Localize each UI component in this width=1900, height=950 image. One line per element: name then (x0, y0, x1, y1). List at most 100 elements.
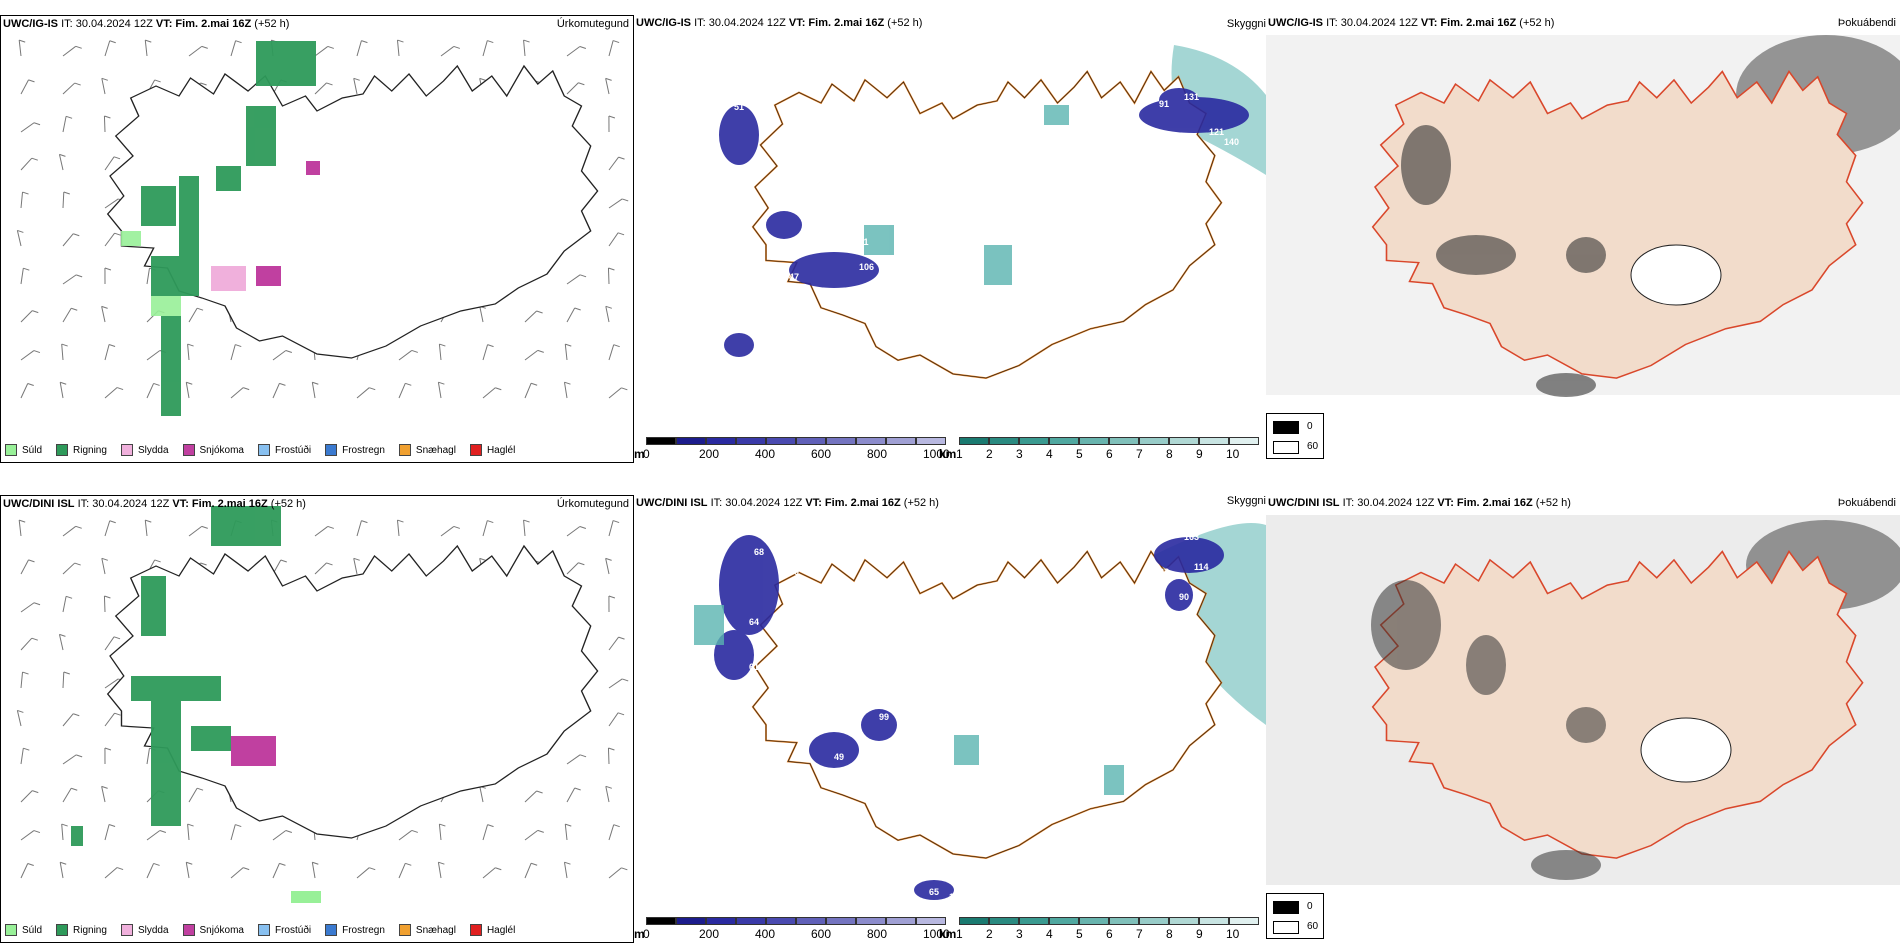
panel-title-fog-1: UWC/IG-IS IT: 30.04.2024 12Z VT: Fim. 2.… (1268, 17, 1555, 29)
fog-map-2 (1266, 515, 1900, 885)
legend-label: Snæhagl (415, 444, 456, 456)
colorbar-segment (1019, 437, 1049, 445)
cloud-base-label: 90 (1179, 592, 1189, 602)
colorbar-tick-label: 9 (1196, 927, 1203, 941)
colorbar-segment (1139, 917, 1169, 925)
legend-swatch (257, 444, 270, 456)
legend-swatch (257, 924, 270, 936)
cloud-base-label: 140 (1224, 137, 1239, 147)
cloud-base-label: 11 (749, 172, 759, 182)
legend-swatch (325, 924, 338, 936)
cloud-base-label: 22 (909, 222, 919, 232)
cloud-base-label: 69 (749, 317, 759, 327)
product-name-precip-1: Úrkomutegund (556, 18, 629, 30)
legend-label: Snæhagl (415, 924, 456, 936)
visibility-colorbar-1: km 1 2 3 4 5 6 7 8 9 10 (939, 437, 1259, 463)
cloud-base-label: 51 (734, 102, 744, 112)
colorbar-tick-label: 8 (1166, 927, 1173, 941)
colorbar-tick-label: 1000 (923, 927, 950, 941)
colorbar-unit: m (634, 447, 645, 461)
colorbar-segment (916, 437, 946, 445)
legend-swatch (182, 444, 195, 456)
legend-label: Frostregn (342, 444, 385, 456)
fog-key-1: 0 60 (1266, 413, 1324, 459)
product-name-fog-2: Þokuábendi (1837, 497, 1896, 509)
cloud-base-label: 11 (859, 237, 869, 247)
cloud-base-label: 26 (809, 712, 819, 722)
colorbar-segment (646, 917, 676, 925)
colorbar-segment (1079, 437, 1109, 445)
cloud-base-label: 68 (754, 547, 764, 557)
legend-item: Haglél (469, 444, 515, 456)
fog-key-swatch (1273, 921, 1299, 934)
cloud-base-label: 52 (779, 197, 789, 207)
colorbar-segment (856, 437, 886, 445)
cloud-base-label: 91 (1159, 99, 1169, 109)
cloud-base-label: 163 (1184, 532, 1199, 542)
colorbar-tick-label: 5 (1076, 927, 1083, 941)
precip-type-map-2 (16, 506, 629, 903)
cloud-base-label: 47 (789, 272, 799, 282)
colorbar-segment (706, 437, 736, 445)
colorbar-segment (916, 917, 946, 925)
cloud-base-label: 16 (1009, 232, 1019, 242)
colorbar-segment (959, 917, 989, 925)
precip-legend-2: Súld Rigning Slydda Snjókoma Frostúði Frostre… (5, 924, 515, 936)
cloud-base-label: 49 (834, 752, 844, 762)
colorbar-tick-label: 7 (1136, 447, 1143, 461)
cloud-base-label: 121 (1209, 127, 1224, 137)
colorbar-tick-label: 3 (1016, 927, 1023, 941)
legend-swatch (5, 924, 17, 936)
colorbar-segment (1229, 917, 1259, 925)
legend-swatch (5, 444, 17, 456)
colorbar-tick-label: 0 (643, 447, 650, 461)
cloud-base-label: 80 (804, 212, 814, 222)
legend-item: Frostúði (257, 924, 311, 936)
fog-map-1 (1266, 35, 1900, 397)
legend-item: Snjókoma (182, 444, 244, 456)
legend-item: Snæhagl (398, 924, 456, 936)
colorbar-tick-label: 4 (1046, 447, 1053, 461)
product-name-vis-1: Skyggni (1226, 18, 1266, 30)
legend-swatch (398, 444, 411, 456)
cloud-base-label: 61 (749, 662, 759, 672)
colorbar-tick-label: 9 (1196, 447, 1203, 461)
legend-label: Haglél (486, 924, 516, 936)
fog-key-label: 0 (1307, 421, 1313, 432)
colorbar-segment (1169, 437, 1199, 445)
fog-key-swatch (1273, 421, 1299, 434)
fog-panel-2: UWC/DINI ISL IT: 30.04.2024 12Z VT: Fim.… (1266, 495, 1900, 943)
visibility-colorbar-2: km 1 2 3 4 5 6 7 8 9 10 (939, 917, 1259, 943)
colorbar-tick-label: 600 (811, 447, 832, 461)
legend-item: Súld (5, 444, 42, 456)
colorbar-segment (796, 917, 826, 925)
cloud-base-label: 89 (944, 392, 954, 402)
colorbar-tick-label: 1 (956, 447, 963, 461)
colorbar-tick-label: 8 (1166, 447, 1173, 461)
panel-title-vis-1: UWC/IG-IS IT: 30.04.2024 12Z VT: Fim. 2.… (636, 17, 923, 29)
colorbar-tick-label: 400 (755, 447, 776, 461)
legend-swatch (120, 924, 133, 936)
colorbar-segment (826, 437, 856, 445)
fog-key-swatch (1273, 441, 1299, 454)
legend-item: Haglél (469, 924, 516, 936)
panel-title-precip-2: UWC/DINI ISL IT: 30.04.2024 12Z VT: Fim.… (3, 498, 306, 510)
colorbar-tick-label: 800 (867, 447, 888, 461)
precip-type-map-1 (16, 39, 629, 416)
legend-label: Rigning (73, 924, 107, 936)
colorbar-tick-label: 200 (699, 447, 720, 461)
colorbar-segment (736, 437, 766, 445)
legend-label: Snjókoma (199, 924, 244, 936)
cloud-base-label: 89 (799, 307, 809, 317)
cloud-base-label: 65 (929, 887, 939, 897)
fog-key-swatch (1273, 901, 1299, 914)
legend-item: Rigning (56, 924, 107, 936)
legend-item: Súld (5, 924, 42, 936)
panel-title-vis-2: UWC/DINI ISL IT: 30.04.2024 12Z VT: Fim.… (636, 497, 939, 509)
colorbar-segment (1079, 917, 1109, 925)
panel-title-fog-2: UWC/DINI ISL IT: 30.04.2024 12Z VT: Fim.… (1268, 497, 1571, 509)
legend-swatch (56, 444, 69, 456)
product-name-vis-2: Skyggni (1226, 495, 1266, 507)
visibility-map-1: 51 9 105 11 52 80 43 11 22 106 47 41 89 69 27 131 121140… (719, 45, 1266, 402)
fog-key-label: 0 (1307, 901, 1313, 912)
